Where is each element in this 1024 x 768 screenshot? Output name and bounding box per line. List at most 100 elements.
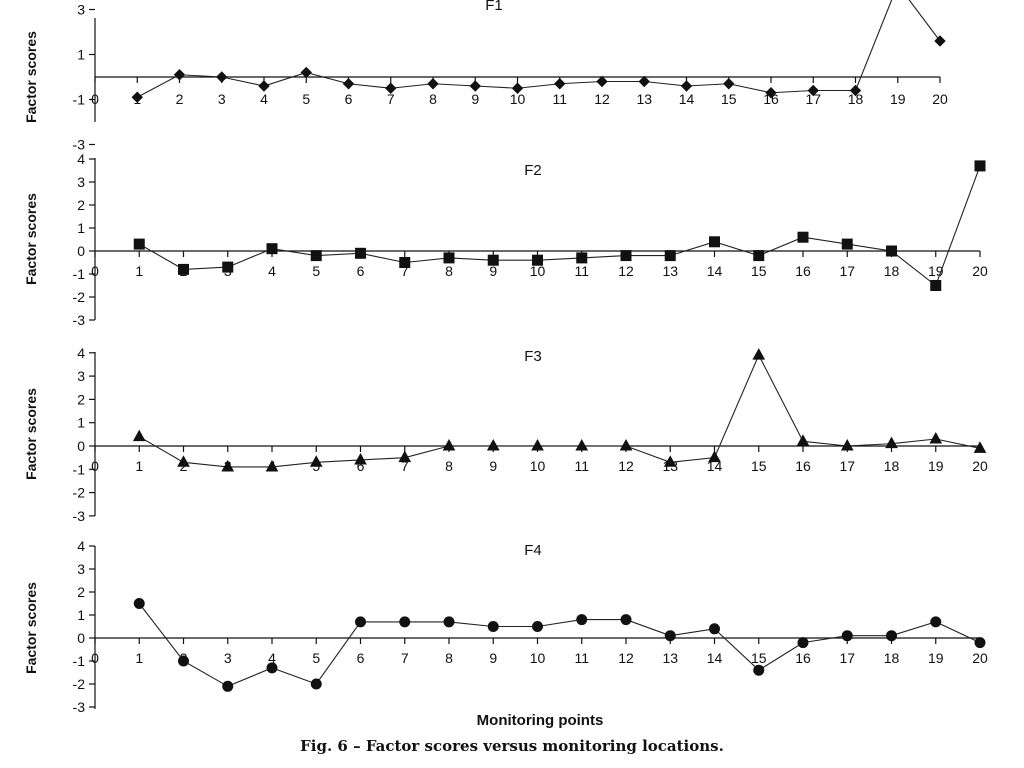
- data-point: [216, 71, 228, 83]
- data-point: [531, 438, 544, 451]
- x-tick-label: 17: [805, 91, 821, 107]
- x-tick-label: 4: [260, 91, 268, 107]
- data-point: [796, 434, 810, 446]
- x-tick-label: 20: [972, 650, 988, 666]
- y-axis-label: Factor scores: [23, 582, 39, 674]
- x-tick-label: 18: [884, 458, 900, 474]
- x-tick-label: 11: [574, 263, 589, 279]
- data-point: [664, 250, 676, 262]
- y-tick-label: 3: [77, 174, 85, 190]
- data-point: [807, 84, 819, 97]
- y-axis-label: Factor scores: [23, 193, 39, 285]
- x-tick-label: 1: [135, 263, 143, 279]
- data-point: [575, 438, 589, 451]
- y-tick-label: 2: [77, 584, 85, 600]
- data-point: [532, 254, 543, 266]
- data-point: [443, 252, 455, 264]
- data-point: [680, 80, 693, 92]
- x-tick-label: 17: [839, 458, 855, 474]
- data-point: [765, 87, 777, 99]
- x-tick-label: 16: [795, 458, 811, 474]
- x-tick-label: 14: [707, 650, 723, 666]
- data-point: [797, 637, 809, 649]
- data-point: [934, 35, 946, 47]
- x-tick-label: 4: [268, 263, 276, 279]
- data-point: [265, 459, 279, 472]
- x-tick-label: 1: [135, 650, 143, 666]
- data-point: [300, 66, 312, 79]
- data-point: [469, 80, 481, 92]
- data-point: [840, 438, 854, 451]
- y-tick-label: 3: [77, 368, 85, 384]
- data-point: [487, 621, 499, 632]
- data-point: [310, 678, 322, 690]
- x-tick-label: 20: [972, 263, 988, 279]
- y-tick-label: 4: [77, 151, 85, 167]
- data-point: [131, 91, 143, 103]
- y-tick-label: 1: [77, 47, 85, 63]
- x-tick-label: 16: [763, 91, 779, 107]
- x-tick-label: 6: [357, 458, 365, 474]
- x-tick-label: 5: [312, 650, 320, 666]
- x-tick-label: 9: [489, 650, 497, 666]
- data-point: [974, 637, 986, 649]
- x-tick-label: 8: [445, 650, 453, 666]
- x-tick-label: 15: [751, 458, 767, 474]
- x-tick-label: 3: [224, 650, 232, 666]
- x-tick-label: 0: [91, 91, 99, 107]
- y-tick-label: -1: [73, 653, 86, 669]
- x-tick-label: 14: [679, 91, 695, 107]
- x-tick-label: 17: [839, 263, 855, 279]
- data-point: [664, 630, 676, 642]
- data-point: [576, 614, 588, 626]
- x-tick-label: 15: [721, 91, 737, 107]
- data-point: [132, 429, 146, 442]
- data-point: [399, 616, 411, 628]
- x-tick-label: 10: [530, 263, 546, 279]
- data-point: [753, 664, 765, 676]
- y-tick-label: -3: [73, 312, 86, 328]
- data-point: [576, 252, 588, 264]
- x-tick-label: 15: [751, 263, 767, 279]
- x-tick-label: 4: [268, 650, 276, 666]
- data-point: [663, 455, 677, 467]
- data-point: [486, 438, 500, 451]
- data-point: [222, 680, 234, 692]
- data-point: [266, 662, 278, 674]
- x-tick-label: 11: [574, 458, 589, 474]
- y-tick-label: -2: [73, 485, 86, 501]
- y-tick-label: -1: [73, 92, 86, 108]
- data-point: [723, 78, 735, 90]
- data-point: [849, 84, 862, 97]
- x-tick-label: 19: [928, 650, 944, 666]
- panel-title: F3: [524, 348, 542, 365]
- x-tick-label: 15: [751, 650, 767, 666]
- y-tick-label: -3: [73, 137, 86, 153]
- x-tick-label: 17: [839, 650, 855, 666]
- x-tick-label: 16: [795, 650, 811, 666]
- x-tick-label: 2: [176, 91, 184, 107]
- y-tick-label: 4: [77, 538, 85, 554]
- panel-title: F2: [524, 162, 542, 179]
- x-tick-label: 6: [345, 91, 353, 107]
- y-axis-label: Factor scores: [23, 31, 39, 123]
- x-tick-label: 0: [91, 650, 99, 666]
- data-point: [841, 238, 853, 250]
- panel-f3: 43210-1-2-301234567891011121314151617181…: [23, 345, 988, 524]
- x-tick-label: 11: [552, 91, 567, 107]
- x-tick-label: 5: [302, 91, 310, 107]
- data-point: [173, 69, 186, 81]
- x-tick-label: 9: [489, 458, 497, 474]
- x-tick-label: 3: [218, 91, 226, 107]
- y-tick-label: -2: [73, 676, 86, 692]
- x-tick-label: 7: [401, 650, 409, 666]
- data-point: [355, 247, 366, 259]
- x-tick-label: 12: [618, 458, 634, 474]
- data-point: [886, 245, 897, 257]
- y-tick-label: 0: [77, 630, 85, 646]
- data-point: [532, 621, 543, 632]
- factor-scores-figure: 31-1-301234567891011121314151617181920F1…: [23, 0, 988, 729]
- y-tick-label: 2: [77, 391, 85, 407]
- x-tick-label: 19: [890, 91, 906, 107]
- y-tick-label: 3: [77, 561, 85, 577]
